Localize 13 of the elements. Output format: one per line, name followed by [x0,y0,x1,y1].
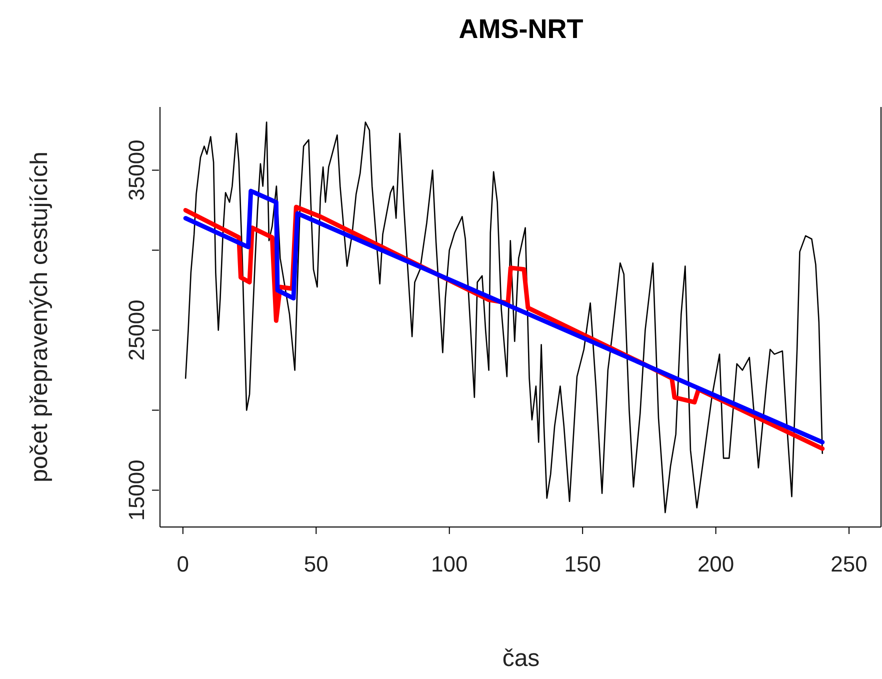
x-tick-label: 200 [697,552,734,577]
y-tick-label: 35000 [124,140,149,201]
y-tick-label: 25000 [124,300,149,361]
x-tick-label: 0 [176,552,190,577]
y-axis-title: počet přepravených cestujících [26,150,54,484]
chart-title: AMS-NRT [458,14,584,45]
x-tick-label: 100 [431,552,468,577]
x-tick-label: 250 [830,552,868,577]
x-tick-label: 150 [564,552,601,577]
x-tick-label: 50 [304,552,328,577]
x-axis-title: čas [501,645,541,673]
line-series [184,122,824,514]
y-tick-label: 15000 [124,460,149,521]
